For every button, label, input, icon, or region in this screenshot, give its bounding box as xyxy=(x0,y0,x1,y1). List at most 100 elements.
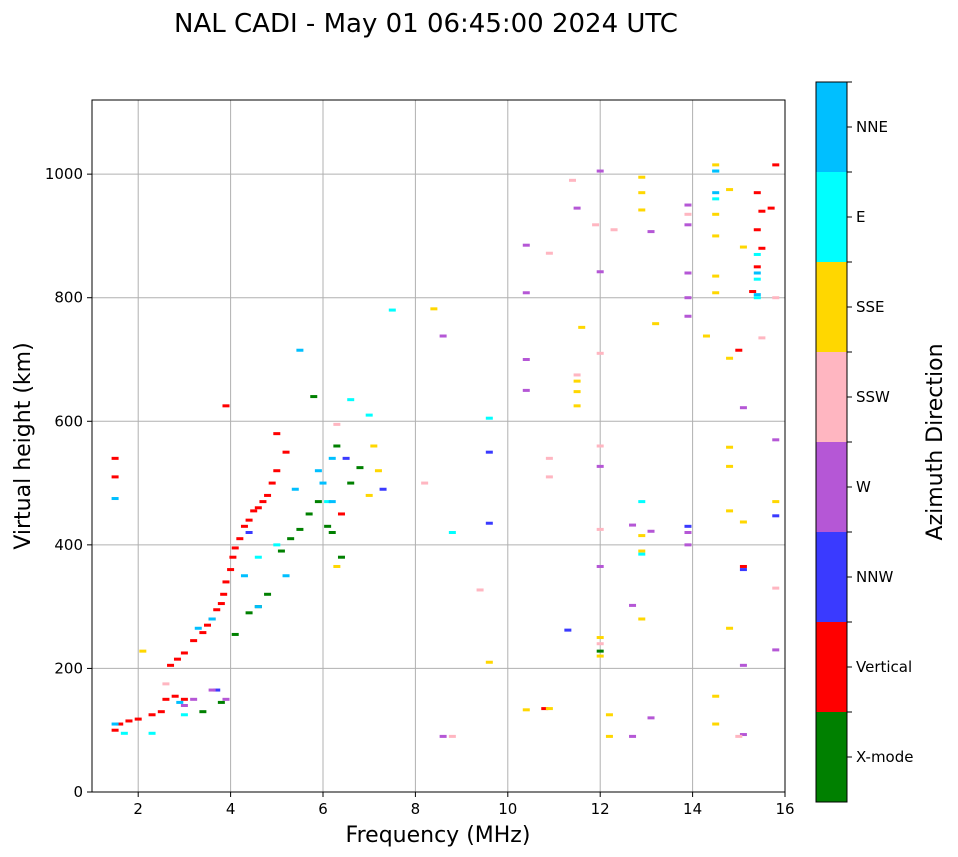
data-point-x-mode xyxy=(296,527,304,531)
data-point-w xyxy=(596,464,604,468)
data-point-sse xyxy=(638,534,646,538)
data-point-w xyxy=(684,296,692,300)
data-point-vertical xyxy=(217,602,225,606)
data-point-e xyxy=(638,500,646,504)
data-point-sse xyxy=(702,334,710,338)
data-point-nne xyxy=(319,481,327,485)
data-point-nne xyxy=(240,574,248,578)
data-point-w xyxy=(629,523,637,527)
data-point-ssw xyxy=(758,336,766,340)
y-tick-label: 1000 xyxy=(45,165,83,183)
data-point-w xyxy=(647,529,655,533)
data-point-x-mode xyxy=(333,444,341,448)
data-point-w xyxy=(772,438,780,442)
data-point-ssw xyxy=(476,588,484,592)
data-point-vertical xyxy=(273,469,281,473)
data-point-nne xyxy=(712,169,720,173)
data-point-w xyxy=(739,733,747,737)
data-point-sse xyxy=(573,390,581,394)
y-tick-label: 0 xyxy=(73,783,83,801)
colorbar-tick-label: SSW xyxy=(856,388,890,406)
data-point-nne xyxy=(291,487,299,491)
x-tick-label: 12 xyxy=(591,800,610,818)
chart-title: NAL CADI - May 01 06:45:00 2024 UTC xyxy=(174,9,678,39)
data-point-sse xyxy=(578,325,586,329)
colorbar-swatch xyxy=(816,442,847,532)
y-tick-label: 200 xyxy=(54,659,83,677)
data-point-nnw xyxy=(564,628,572,632)
colorbar-swatch xyxy=(816,172,847,262)
data-point-nne xyxy=(254,605,262,609)
data-point-x-mode xyxy=(328,531,336,534)
colorbar-label: Azimuth Direction xyxy=(923,343,948,540)
data-point-w xyxy=(647,230,655,234)
x-tick-label: 16 xyxy=(775,800,794,818)
data-point-sse xyxy=(712,234,720,238)
colorbar-frame xyxy=(815,81,848,803)
data-point-vertical xyxy=(259,500,267,504)
data-point-nne xyxy=(753,293,761,297)
data-point-sse xyxy=(726,188,734,192)
data-point-vertical xyxy=(220,592,228,596)
data-point-sse xyxy=(712,163,720,167)
data-point-vertical xyxy=(337,512,345,516)
data-point-w xyxy=(522,358,530,361)
data-point-e xyxy=(365,413,373,417)
y-tick-label: 800 xyxy=(54,289,83,307)
data-point-sse xyxy=(739,245,747,249)
data-point-nne xyxy=(282,574,290,578)
data-point-sse xyxy=(596,636,604,640)
data-point-vertical xyxy=(282,450,290,454)
data-point-vertical xyxy=(254,506,262,510)
data-point-nne xyxy=(328,500,336,504)
colorbar-swatch xyxy=(816,262,847,352)
data-point-vertical xyxy=(541,707,549,711)
data-point-ssw xyxy=(421,481,429,485)
data-point-nne xyxy=(753,271,761,275)
data-point-e xyxy=(273,543,281,547)
data-point-vertical xyxy=(268,481,276,485)
colorbar-tick-label: X-mode xyxy=(856,748,913,766)
data-point-w xyxy=(573,206,581,210)
data-point-sse xyxy=(712,291,720,295)
data-point-vertical xyxy=(772,163,780,167)
grid-lines xyxy=(92,100,786,793)
data-point-ssw xyxy=(596,642,604,646)
colorbar-swatch xyxy=(816,82,847,172)
data-point-ssw xyxy=(573,373,581,377)
data-point-sse xyxy=(573,404,581,408)
data-point-sse xyxy=(573,379,581,383)
data-point-x-mode xyxy=(305,512,313,516)
data-point-vertical xyxy=(236,537,244,541)
data-point-x-mode xyxy=(314,500,322,504)
data-point-sse xyxy=(638,208,646,212)
data-point-e xyxy=(485,416,493,420)
data-point-x-mode xyxy=(217,700,225,704)
data-point-e xyxy=(148,731,156,735)
data-point-vertical xyxy=(111,456,119,460)
data-point-sse xyxy=(596,654,604,658)
data-point-x-mode xyxy=(347,481,355,485)
data-point-sse xyxy=(726,509,734,513)
data-point-w xyxy=(684,203,692,207)
data-point-vertical xyxy=(199,631,207,635)
colorbar-tick-label: E xyxy=(856,208,865,226)
data-point-e xyxy=(254,555,262,559)
data-point-e xyxy=(753,252,761,256)
data-points xyxy=(111,163,780,738)
data-point-x-mode xyxy=(231,632,239,636)
data-point-nne xyxy=(208,617,216,621)
data-point-x-mode xyxy=(245,611,253,615)
data-point-w xyxy=(439,734,447,738)
data-point-vertical xyxy=(162,697,170,701)
data-point-sse xyxy=(772,500,780,504)
data-point-nne xyxy=(712,191,720,195)
data-point-vertical xyxy=(758,246,766,250)
data-point-ssw xyxy=(333,422,341,426)
data-point-e xyxy=(180,713,188,717)
data-point-ssw xyxy=(772,586,780,590)
data-point-nne xyxy=(314,469,322,473)
data-point-w xyxy=(222,697,230,701)
data-point-sse xyxy=(605,713,613,717)
